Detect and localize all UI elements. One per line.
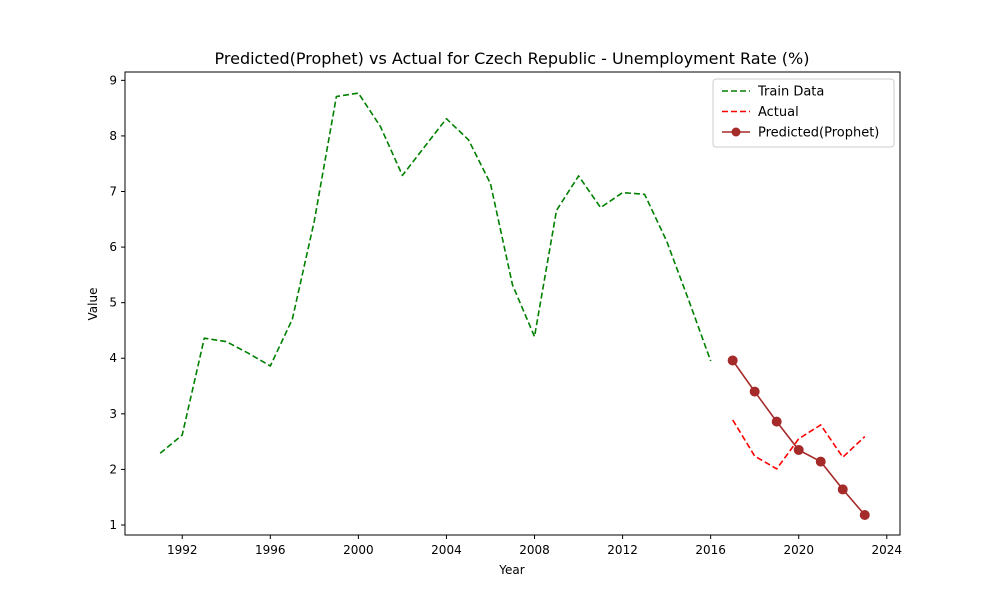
y-axis-label: Value [86, 288, 100, 321]
x-axis-label: Year [498, 563, 524, 577]
data-point [815, 456, 826, 467]
legend-box [712, 78, 895, 148]
y-tick-label: 8 [109, 129, 117, 143]
chart-title: Predicted(Prophet) vs Actual for Czech R… [215, 49, 810, 68]
data-point [771, 416, 782, 427]
y-tick-label: 2 [109, 462, 117, 476]
y-tick-label: 3 [109, 407, 117, 421]
data-point [859, 509, 870, 520]
legend: Train Data Actual Predicted(Prophet) [712, 78, 895, 148]
x-tick-label: 2004 [431, 543, 462, 557]
y-tick-label: 7 [109, 185, 117, 199]
plot-area [159, 92, 870, 520]
x-tick-label: 2000 [343, 543, 374, 557]
legend-label: Predicted(Prophet) [758, 126, 879, 141]
x-tick-label: 2024 [872, 543, 903, 557]
legend-marker [731, 127, 741, 137]
data-point [793, 444, 804, 455]
y-tick-label: 1 [109, 518, 117, 532]
y-axis: 1 2 3 4 5 6 7 8 9 [109, 73, 125, 532]
x-tick-label: 2016 [695, 543, 726, 557]
series-line-train-data [159, 92, 712, 454]
y-tick-label: 4 [109, 351, 117, 365]
data-point [837, 484, 848, 495]
x-tick-label: 1992 [167, 543, 198, 557]
x-tick-label: 2012 [607, 543, 638, 557]
y-tick-label: 5 [109, 296, 117, 310]
legend-label: Train Data [757, 85, 824, 100]
x-tick-label: 2020 [783, 543, 814, 557]
x-axis: 1992 1996 2000 2004 2008 2012 2016 2020 2024 [167, 535, 902, 557]
y-tick-label: 9 [109, 73, 117, 87]
series-line-actual [732, 419, 866, 470]
y-tick-label: 6 [109, 240, 117, 254]
legend-label: Actual [758, 105, 799, 120]
axes-frame [124, 71, 901, 536]
data-point [727, 355, 738, 366]
x-tick-label: 1996 [255, 543, 286, 557]
data-point [749, 386, 760, 397]
x-tick-label: 2008 [519, 543, 550, 557]
